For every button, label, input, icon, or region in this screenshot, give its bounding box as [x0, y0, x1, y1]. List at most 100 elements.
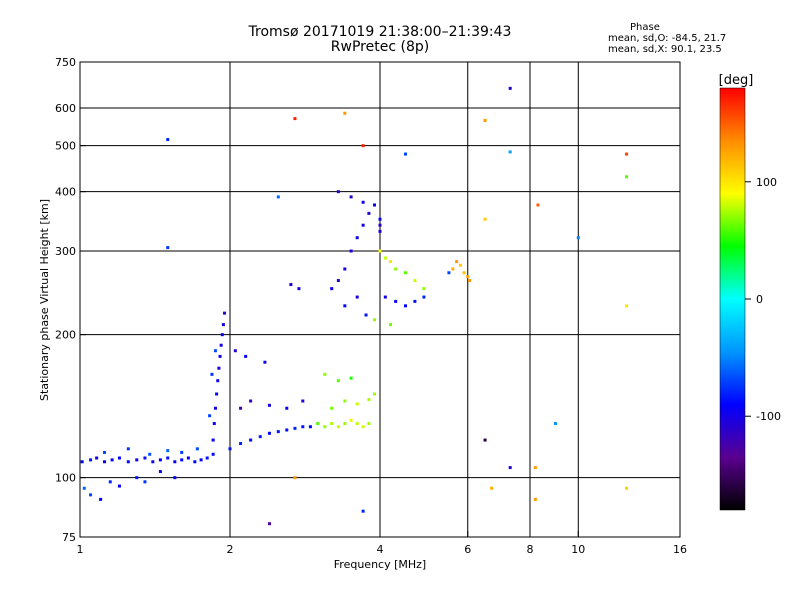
data-point	[218, 354, 222, 358]
data-point	[533, 466, 537, 470]
x-tick-label: 1	[77, 543, 84, 556]
data-point	[349, 418, 353, 422]
data-point	[343, 304, 347, 308]
x-axis-label: Frequency [MHz]	[334, 558, 426, 571]
colorbar-label: [deg]	[719, 73, 754, 88]
data-point	[483, 438, 487, 442]
data-point	[151, 460, 155, 464]
data-point	[180, 458, 184, 462]
x-tick-label: 6	[464, 543, 471, 556]
data-point	[373, 203, 377, 207]
data-point	[383, 295, 387, 299]
data-point	[108, 480, 112, 484]
data-point	[293, 117, 297, 121]
data-point	[394, 299, 398, 303]
data-point	[403, 271, 407, 275]
data-point	[180, 450, 184, 454]
data-point	[166, 246, 170, 250]
y-tick-label: 200	[55, 329, 76, 342]
data-point	[95, 456, 99, 460]
data-point	[625, 486, 629, 490]
data-point	[355, 402, 359, 406]
data-point	[249, 438, 253, 442]
data-point	[308, 425, 312, 429]
data-point	[211, 438, 215, 442]
colorbar-tick-label: 100	[756, 176, 777, 189]
phase-heading: Phase	[630, 22, 660, 33]
x-tick-label: 10	[571, 543, 585, 556]
data-point	[394, 267, 398, 271]
data-point	[413, 279, 417, 283]
x-tick-label: 8	[527, 543, 534, 556]
data-point	[533, 497, 537, 501]
data-point	[244, 354, 248, 358]
data-point	[80, 460, 84, 464]
data-point	[166, 456, 170, 460]
data-point	[447, 271, 451, 275]
colorbar-tick-label: -100	[756, 410, 781, 423]
data-point	[216, 379, 220, 383]
data-point	[289, 283, 293, 287]
data-point	[135, 476, 139, 480]
data-point	[455, 260, 459, 264]
data-point	[223, 311, 227, 315]
colorbar	[719, 87, 746, 511]
data-point	[389, 323, 393, 327]
data-point	[367, 398, 371, 402]
grid-lines	[80, 62, 680, 537]
data-point	[195, 447, 199, 451]
data-point	[193, 460, 197, 464]
chart-subtitle: RwPretec (8p)	[330, 39, 430, 55]
data-point	[483, 217, 487, 221]
data-point	[205, 456, 209, 460]
data-point	[220, 333, 224, 337]
data-point	[625, 152, 629, 156]
data-point	[173, 460, 177, 464]
data-point	[276, 195, 280, 199]
data-point	[349, 195, 353, 199]
data-point	[403, 304, 407, 308]
data-point	[378, 249, 382, 253]
data-point	[625, 304, 629, 308]
data-point	[301, 399, 305, 403]
data-point	[508, 86, 512, 90]
data-point	[378, 223, 382, 227]
data-point	[355, 295, 359, 299]
data-point	[258, 435, 262, 439]
data-point	[378, 217, 382, 221]
data-point	[490, 486, 494, 490]
data-point	[173, 476, 177, 480]
data-point	[186, 456, 190, 460]
phase-stats-o: mean, sd,O: -84.5, 21.7	[608, 33, 727, 44]
data-point	[143, 480, 147, 484]
data-point	[110, 458, 114, 462]
data-point	[143, 456, 147, 460]
y-tick-label: 75	[62, 531, 76, 544]
data-point	[166, 138, 170, 142]
y-tick-label: 750	[55, 56, 76, 69]
data-point	[249, 399, 253, 403]
data-point	[413, 299, 417, 303]
data-point	[367, 211, 371, 215]
data-point	[217, 366, 221, 370]
data-point	[219, 343, 223, 347]
data-point	[215, 392, 219, 396]
data-point	[508, 150, 512, 154]
data-point	[403, 152, 407, 156]
data-point	[126, 447, 130, 451]
data-point	[355, 422, 359, 426]
data-point	[330, 287, 334, 291]
data-point	[301, 425, 305, 429]
phase-stats-x: mean, sd,X: 90.1, 23.5	[608, 44, 722, 55]
data-point	[349, 249, 353, 253]
data-point	[323, 372, 327, 376]
y-axis-ticks: 75 100 200 300 400 500 600 750	[55, 56, 86, 544]
x-tick-label: 16	[673, 543, 687, 556]
data-point	[330, 406, 334, 410]
data-points	[80, 86, 629, 526]
data-point	[213, 406, 217, 410]
data-point	[361, 144, 365, 148]
data-point	[211, 452, 215, 456]
data-point	[336, 425, 340, 429]
data-point	[221, 323, 225, 327]
